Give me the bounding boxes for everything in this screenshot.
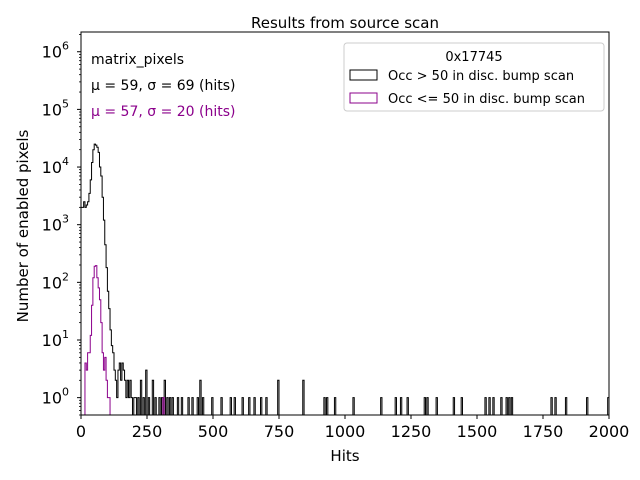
x-tick-label: 0 <box>76 422 86 441</box>
y-tick-label: 100 <box>42 386 69 408</box>
legend-title: 0x17745 <box>445 50 502 65</box>
annotation-stats-occ-low: μ = 57, σ = 20 (hits) <box>91 104 236 120</box>
y-tick-label: 103 <box>42 213 69 235</box>
x-tick-label: 500 <box>198 422 229 441</box>
x-tick-label: 750 <box>264 422 295 441</box>
legend-swatch-occ-high <box>349 69 378 81</box>
histogram-series-occ-high <box>80 143 610 415</box>
y-tick-label: 101 <box>42 328 69 350</box>
y-tick-label: 106 <box>42 40 69 62</box>
histogram-series-occ-low <box>84 265 165 415</box>
legend-label-occ-low: Occ <= 50 in disc. bump scan <box>388 92 585 107</box>
y-tick-label: 105 <box>42 97 69 119</box>
legend-swatch-occ-low <box>349 92 378 104</box>
y-tick-label: 102 <box>42 270 69 292</box>
annotation-dataset-name: matrix_pixels <box>91 52 184 68</box>
annotation-stats-occ-high: μ = 59, σ = 69 (hits) <box>91 78 236 94</box>
x-axis-ticks: 0 250 500 750 1000 1250 1500 1750 2000 <box>76 415 629 441</box>
x-tick-label: 1000 <box>325 422 366 441</box>
x-tick-label: 2000 <box>589 422 630 441</box>
x-tick-label: 250 <box>132 422 163 441</box>
x-tick-label: 1750 <box>523 422 564 441</box>
y-tick-label: 104 <box>42 155 69 177</box>
legend-label-occ-high: Occ > 50 in disc. bump scan <box>388 69 574 84</box>
x-tick-label: 1250 <box>391 422 432 441</box>
plot-frame <box>80 31 610 416</box>
legend: 0x17745 Occ > 50 in disc. bump scan Occ … <box>343 42 605 112</box>
series-layer <box>80 143 610 415</box>
y-axis-ticks: 100 101 102 103 104 105 106 <box>42 33 81 416</box>
x-axis-title: Hits <box>330 447 359 465</box>
legend-box <box>343 42 605 112</box>
y-axis-title: Number of enabled pixels <box>14 129 32 322</box>
x-tick-label: 1500 <box>457 422 498 441</box>
chart-title: Results from source scan <box>251 14 439 32</box>
